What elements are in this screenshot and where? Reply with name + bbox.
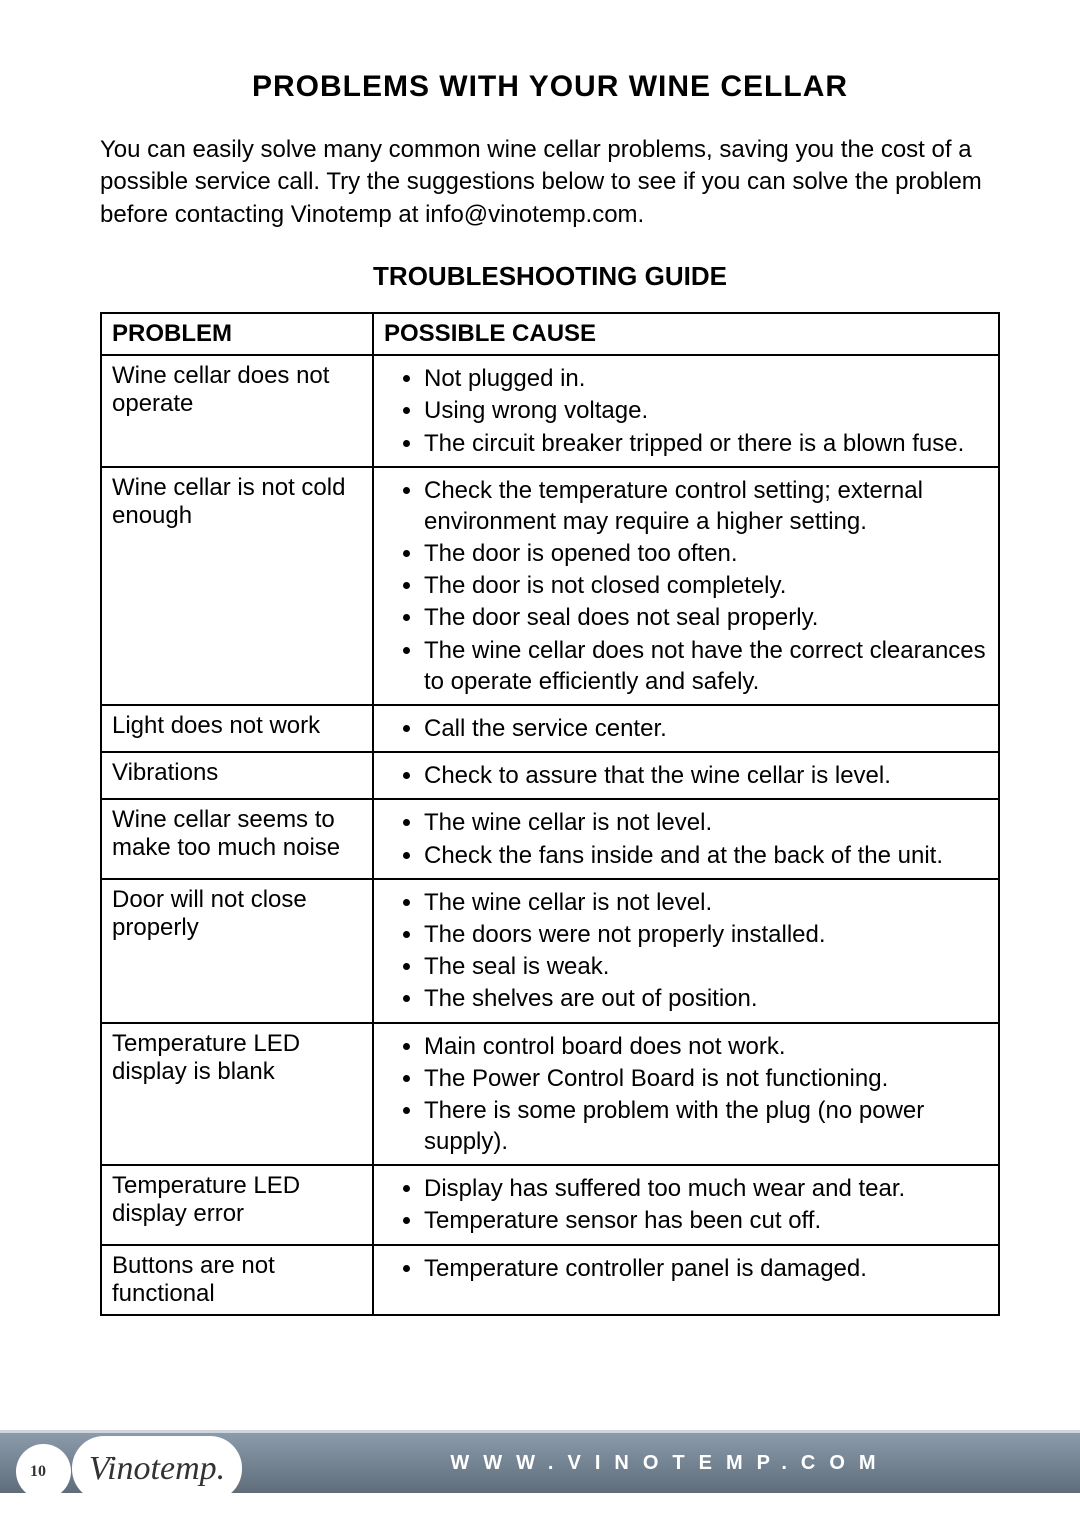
cause-list: The wine cellar is not level.Check the f… <box>384 807 988 870</box>
table-row: Buttons are not functional Temperature co… <box>101 1245 999 1315</box>
cause-item: Temperature sensor has been cut off. <box>424 1205 988 1236</box>
cause-item: Check the fans inside and at the back of… <box>424 840 988 871</box>
cause-item: The doors were not properly installed. <box>424 919 988 950</box>
cause-item: Call the service center. <box>424 713 988 744</box>
table-header-row: PROBLEM POSSIBLE CAUSE <box>101 313 999 355</box>
table-row: Light does not work Call the service cent… <box>101 705 999 752</box>
cause-item: The door is not closed completely. <box>424 570 988 601</box>
table-row: Temperature LED display is blankMain con… <box>101 1023 999 1166</box>
table-row: Door will not close properlyThe wine cel… <box>101 879 999 1023</box>
cause-item: Not plugged in. <box>424 363 988 394</box>
cause-item: Check to assure that the wine cellar is … <box>424 760 988 791</box>
cause-item: Temperature controller panel is damaged. <box>424 1253 988 1284</box>
cause-list: Display has suffered too much wear and t… <box>384 1173 988 1236</box>
cause-cell: Not plugged in.Using wrong voltage.The c… <box>373 355 999 467</box>
cause-cell: The wine cellar is not level.Check the f… <box>373 799 999 878</box>
brand-text: Vinotemp. <box>89 1450 225 1488</box>
header-cause: POSSIBLE CAUSE <box>373 313 999 355</box>
cause-item: The wine cellar is not level. <box>424 807 988 838</box>
cause-item: Check the temperature control setting; e… <box>424 475 988 537</box>
problem-cell: Wine cellar does not operate <box>101 355 373 467</box>
table-row: Wine cellar does not operateNot plugged … <box>101 355 999 467</box>
cause-item: There is some problem with the plug (no … <box>424 1095 988 1157</box>
footer-bar: 10 Vinotemp. WWW.VINOTEMP.COM <box>0 1433 1080 1493</box>
footer-url: WWW.VINOTEMP.COM <box>320 1433 1020 1493</box>
cause-cell: Main control board does not work.The Pow… <box>373 1023 999 1166</box>
cause-item: The wine cellar is not level. <box>424 887 988 918</box>
cause-list: Not plugged in.Using wrong voltage.The c… <box>384 363 988 459</box>
problem-cell: Light does not work <box>101 705 373 752</box>
problem-cell: Door will not close properly <box>101 879 373 1023</box>
table-row: Wine cellar is not cold enough Check the … <box>101 467 999 705</box>
subheading: TROUBLESHOOTING GUIDE <box>100 261 1000 292</box>
troubleshooting-table: PROBLEM POSSIBLE CAUSE Wine cellar does … <box>100 312 1000 1316</box>
cause-cell: Check the temperature control setting; e… <box>373 467 999 705</box>
table-row: Wine cellar seems to make too much noise… <box>101 799 999 878</box>
page-number-badge: 10 <box>16 1444 71 1499</box>
cause-item: The seal is weak. <box>424 951 988 982</box>
problem-cell: Wine cellar is not cold enough <box>101 467 373 705</box>
cause-cell: The wine cellar is not level.The doors w… <box>373 879 999 1023</box>
page-number: 10 <box>30 1463 46 1481</box>
problem-cell: Buttons are not functional <box>101 1245 373 1315</box>
cause-item: Display has suffered too much wear and t… <box>424 1173 988 1204</box>
problem-cell: Wine cellar seems to make too much noise <box>101 799 373 878</box>
cause-cell: Temperature controller panel is damaged. <box>373 1245 999 1315</box>
header-problem: PROBLEM <box>101 313 373 355</box>
cause-item: The shelves are out of position. <box>424 983 988 1014</box>
cause-list: The wine cellar is not level.The doors w… <box>384 887 988 1015</box>
page-container: PROBLEMS WITH YOUR WINE CELLAR You can e… <box>0 0 1080 1533</box>
cause-list: Temperature controller panel is damaged. <box>384 1253 988 1284</box>
cause-list: Check to assure that the wine cellar is … <box>384 760 988 791</box>
problem-cell: Temperature LED display is blank <box>101 1023 373 1166</box>
problem-cell: Temperature LED display error <box>101 1165 373 1244</box>
table-body: Wine cellar does not operateNot plugged … <box>101 355 999 1315</box>
cause-item: Using wrong voltage. <box>424 395 988 426</box>
cause-list: Check the temperature control setting; e… <box>384 475 988 697</box>
cause-item: The wine cellar does not have the correc… <box>424 635 988 697</box>
problem-cell: Vibrations <box>101 752 373 799</box>
intro-paragraph: You can easily solve many common wine ce… <box>100 134 1000 231</box>
cause-cell: Display has suffered too much wear and t… <box>373 1165 999 1244</box>
cause-item: The Power Control Board is not functioni… <box>424 1063 988 1094</box>
cause-list: Main control board does not work.The Pow… <box>384 1031 988 1158</box>
page-title: PROBLEMS WITH YOUR WINE CELLAR <box>100 70 1000 104</box>
table-row: Vibrations Check to assure that the wine … <box>101 752 999 799</box>
cause-item: The door is opened too often. <box>424 538 988 569</box>
content-area: PROBLEMS WITH YOUR WINE CELLAR You can e… <box>0 0 1080 1316</box>
cause-list: Call the service center. <box>384 713 988 744</box>
cause-item: The circuit breaker tripped or there is … <box>424 428 988 459</box>
brand-logo: Vinotemp. <box>72 1436 242 1501</box>
cause-item: Main control board does not work. <box>424 1031 988 1062</box>
cause-cell: Call the service center. <box>373 705 999 752</box>
cause-cell: Check to assure that the wine cellar is … <box>373 752 999 799</box>
table-row: Temperature LED display error Display has… <box>101 1165 999 1244</box>
cause-item: The door seal does not seal properly. <box>424 602 988 633</box>
